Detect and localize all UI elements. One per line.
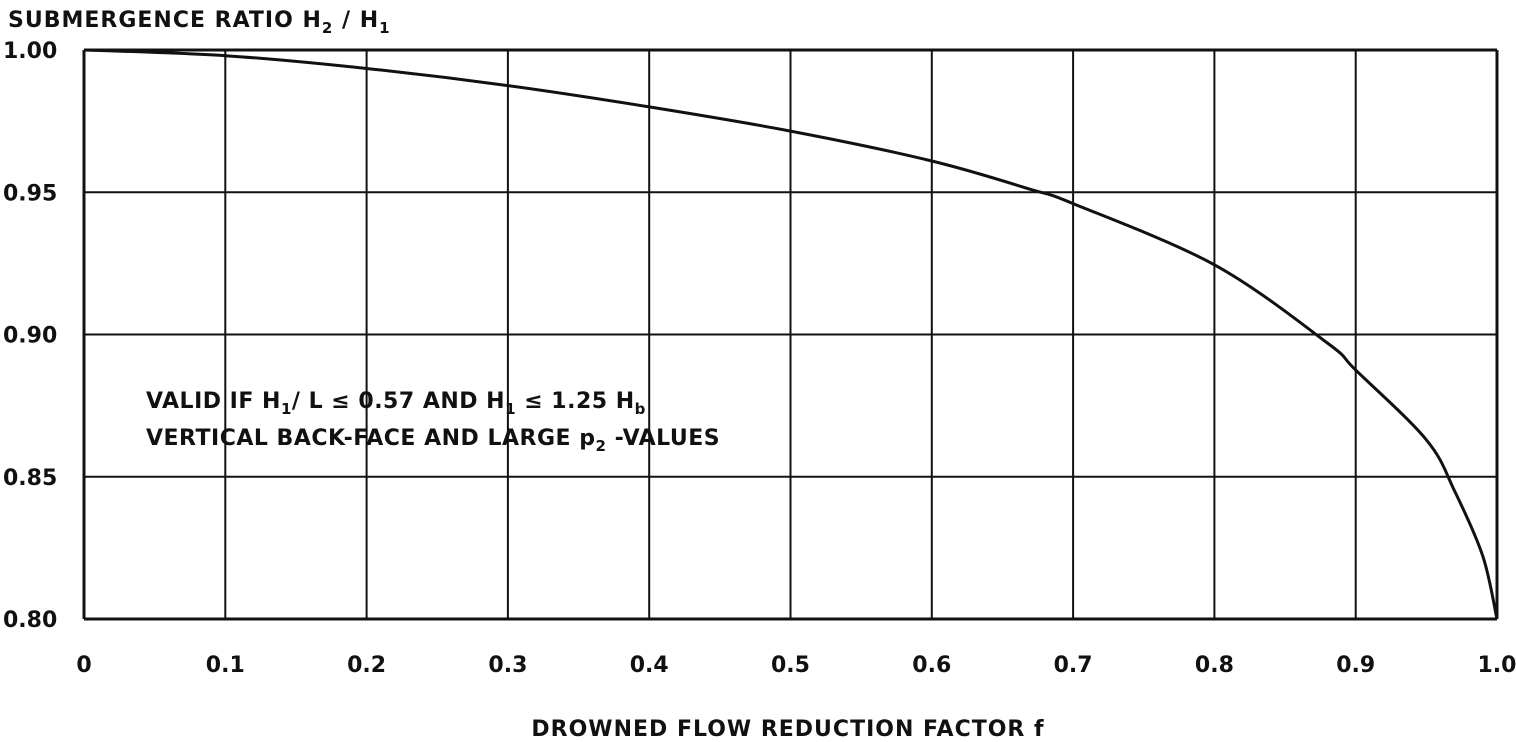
annotation-1f: b xyxy=(635,400,646,418)
x-tick-label: 1.0 xyxy=(1478,653,1516,678)
annotation-1b: 1 xyxy=(281,400,292,418)
x-tick-label: 0.7 xyxy=(1054,653,1093,678)
y-tick-label: 1.00 xyxy=(3,39,57,64)
x-tick-label: 0.8 xyxy=(1195,653,1234,678)
annotation-line-2: VERTICAL BACK-FACE AND LARGE p2 -VALUES xyxy=(146,426,720,455)
y-axis-title: SUBMERGENCE RATIO H2 / H1 xyxy=(8,8,391,37)
series-line xyxy=(83,48,1499,620)
y-tick-label: 0.80 xyxy=(3,608,57,633)
x-tick-label: 0.5 xyxy=(771,653,810,678)
x-tick-label: 0.2 xyxy=(347,653,386,678)
annotation-2c: -VALUES xyxy=(606,426,720,451)
y-tick-label: 0.95 xyxy=(3,181,57,206)
grid-lines xyxy=(82,48,1499,621)
x-tick-label: 0.3 xyxy=(488,653,527,678)
x-tick-label: 0 xyxy=(76,653,91,678)
x-axis-title: DROWNED FLOW REDUCTION FACTOR f xyxy=(531,717,1044,742)
annotation-1c: / L ≤ 0.57 AND H xyxy=(292,389,505,414)
y-axis-title-sep: / H xyxy=(333,8,379,33)
annotation-1e: ≤ 1.25 H xyxy=(516,389,635,414)
y-axis-title-main: SUBMERGENCE RATIO H xyxy=(8,8,322,33)
x-tick-label: 0.1 xyxy=(206,653,245,678)
annotation-2a: VERTICAL BACK-FACE AND LARGE p xyxy=(146,426,595,451)
annotation-line-1: VALID IF H1/ L ≤ 0.57 AND H1 ≤ 1.25 Hb xyxy=(146,389,646,418)
y-axis-title-sub-a: 2 xyxy=(322,19,333,37)
x-tick-label: 0.9 xyxy=(1336,653,1375,678)
annotation-2b: 2 xyxy=(595,437,606,455)
x-tick-label: 0.4 xyxy=(630,653,669,678)
annotation-1d: 1 xyxy=(505,400,516,418)
tick-labels: 0 0.1 0.2 0.3 0.4 0.5 0.6 0.7 0.8 0.9 1.0 0.80 0.85 0… xyxy=(3,39,1516,678)
x-tick-label: 0.6 xyxy=(912,653,951,678)
annotation-1a: VALID IF H xyxy=(146,389,281,414)
y-tick-label: 0.90 xyxy=(3,324,57,349)
y-tick-label: 0.85 xyxy=(3,466,57,491)
y-axis-title-sub-b: 1 xyxy=(379,19,390,37)
